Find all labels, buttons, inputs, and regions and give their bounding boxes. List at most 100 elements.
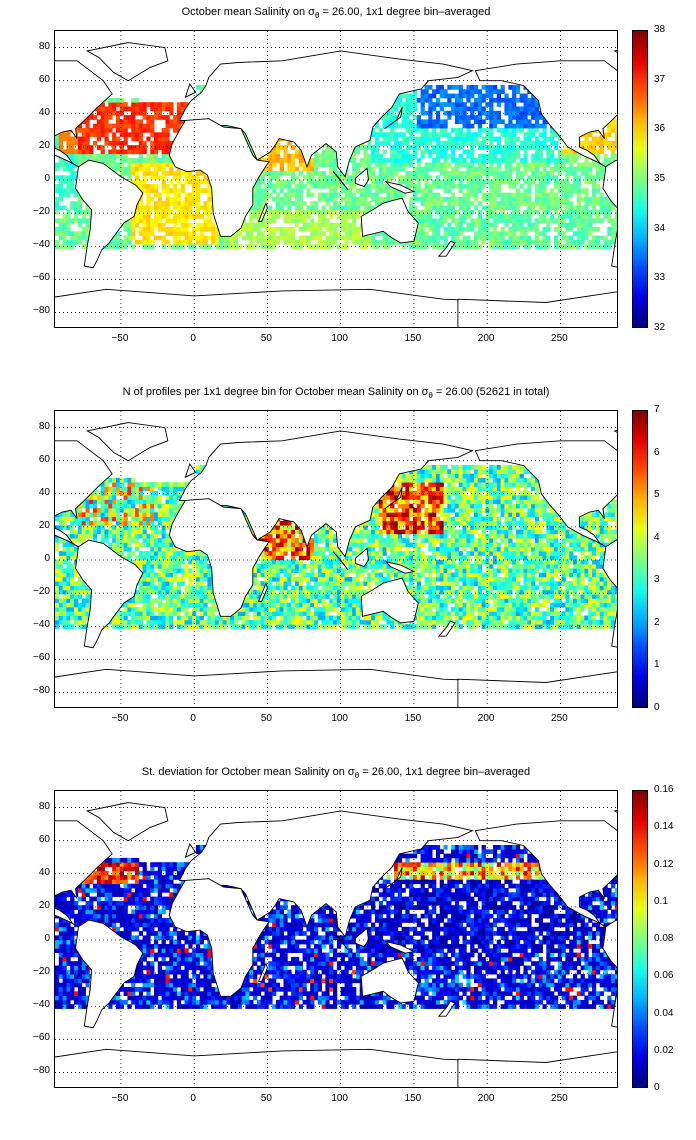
coastline (168, 498, 270, 617)
y-tick-label: −80 (33, 305, 50, 317)
y-tick-label: 60 (38, 73, 50, 85)
map-overlay (55, 31, 617, 327)
coastline (184, 843, 197, 859)
colorbar-tick-label: 36 (654, 123, 666, 135)
y-tick-label: −60 (33, 272, 50, 284)
map-overlay (55, 791, 617, 1087)
coastline (257, 201, 268, 222)
y-tick-label: −20 (33, 586, 50, 598)
colorbar-tick-label: 5 (654, 489, 660, 501)
map-plot-area[interactable] (54, 790, 618, 1088)
coastline (168, 878, 270, 997)
y-tick-label: 60 (38, 833, 50, 845)
coastline (457, 1051, 617, 1087)
colorbar-tick-label: 34 (654, 222, 666, 234)
y-tick-label: −20 (33, 206, 50, 218)
y-tick-label: 20 (38, 139, 50, 151)
y-tick-label: −20 (33, 966, 50, 978)
coastline (332, 171, 349, 191)
y-tick-label: 40 (38, 486, 50, 498)
x-tick-label: 50 (260, 713, 272, 724)
colorbar-tick-label: 35 (654, 173, 666, 184)
coastline (384, 487, 403, 510)
colorbar-tick-label: 3 (654, 574, 660, 586)
y-tick-label: 60 (38, 453, 50, 465)
panel-title: N of profiles per 1x1 degree bin for Oct… (122, 386, 550, 401)
coastline (437, 240, 456, 257)
colorbar-tick-label: 0.14 (654, 821, 674, 833)
x-tick-label: 150 (404, 1093, 422, 1104)
colorbar-tick-label: 32 (654, 322, 666, 333)
x-tick-label: 250 (551, 333, 568, 344)
colorbar-tick-label: 2 (654, 616, 660, 628)
coastline (474, 60, 617, 168)
coastline (384, 560, 416, 574)
x-tick-label: 150 (404, 713, 422, 724)
y-tick-label: −80 (33, 685, 50, 697)
colorbar-tick-label: 6 (654, 446, 660, 458)
coastline (613, 429, 617, 433)
coastline (457, 291, 617, 327)
y-tick-label: 20 (38, 519, 50, 531)
y-tick-label: −80 (33, 1065, 50, 1077)
colorbar-tick-label: 4 (654, 531, 660, 543)
coastline (360, 577, 419, 624)
colorbar-tick-label: 0.16 (654, 784, 674, 795)
coastline (437, 1000, 456, 1017)
coastline (257, 961, 268, 982)
std-deviation-panel: St. deviation for October mean Salinity … (0, 760, 696, 1140)
coastline (75, 159, 144, 269)
coastline (85, 802, 169, 842)
colorbar-tick-label: 0.02 (654, 1044, 674, 1056)
coastline (332, 931, 349, 951)
y-tick-label: −60 (33, 652, 50, 664)
coastline (384, 867, 403, 890)
coastline (85, 42, 169, 82)
coastline (384, 107, 403, 130)
coastline (474, 820, 617, 928)
colorbar-tick-label: 0.06 (654, 970, 674, 982)
colorbar-tick-label: 0.04 (654, 1007, 674, 1019)
map-plot-area[interactable] (54, 30, 618, 328)
x-tick-label: −50 (111, 1093, 129, 1104)
colorbar-tick-label: 37 (654, 73, 666, 85)
x-tick-label: 150 (404, 333, 422, 344)
coastline (332, 551, 349, 571)
colorbar-tick-label: 1 (654, 659, 660, 671)
coastline (474, 440, 617, 548)
x-tick-label: 200 (477, 333, 495, 344)
colorbar-tick-label: 0 (654, 1082, 660, 1093)
coastline (360, 197, 419, 244)
coastline (613, 49, 617, 53)
y-tick-label: 40 (38, 866, 50, 878)
map-plot-area[interactable] (54, 410, 618, 708)
colorbar-tick-label: 0.12 (654, 858, 674, 870)
x-tick-label: 200 (477, 713, 495, 724)
x-tick-label: 100 (331, 1093, 348, 1104)
coastline (354, 927, 369, 948)
colorbar-tick-label: 0.08 (654, 933, 674, 944)
y-tick-label: 0 (44, 553, 50, 564)
coastline (257, 581, 268, 602)
coastline (85, 422, 169, 462)
x-tick-label: −50 (111, 333, 129, 344)
x-tick-label: −50 (111, 713, 129, 724)
coastline (457, 671, 617, 707)
panel-title: October mean Salinity on σθ = 26.00, 1x1… (181, 6, 491, 21)
coastline (184, 83, 197, 99)
coastline (184, 463, 197, 479)
coastline (384, 180, 416, 194)
colorbar (632, 30, 648, 328)
y-tick-label: −40 (33, 239, 50, 251)
map-overlay (55, 411, 617, 707)
x-tick-label: 0 (190, 1093, 196, 1104)
y-tick-label: 40 (38, 106, 50, 118)
x-tick-label: 200 (477, 1093, 495, 1104)
coastline (437, 620, 456, 637)
x-tick-label: 100 (331, 333, 348, 344)
colorbar (632, 410, 648, 708)
y-tick-label: 0 (44, 933, 50, 944)
y-tick-label: −40 (33, 619, 50, 631)
coastline (602, 159, 617, 268)
coastline (384, 940, 416, 954)
